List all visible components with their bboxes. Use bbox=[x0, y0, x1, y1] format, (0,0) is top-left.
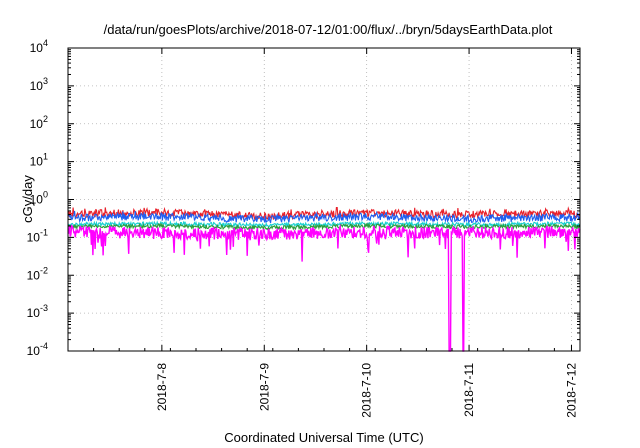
series-line bbox=[67, 206, 581, 221]
y-tick-label: 104 bbox=[30, 38, 48, 55]
y-tick-label: 10-1 bbox=[27, 227, 48, 244]
data-series bbox=[67, 206, 581, 352]
grid-lines bbox=[68, 48, 580, 351]
x-tick-label: 2018-7-11 bbox=[462, 363, 476, 417]
y-tick-label: 103 bbox=[30, 76, 48, 93]
x-tick-label: 2018-7-12 bbox=[564, 363, 578, 418]
x-tick-label: 2018-7-8 bbox=[155, 363, 169, 411]
y-tick-label: 10-3 bbox=[27, 303, 48, 320]
axis-ticks bbox=[67, 47, 581, 352]
y-tick-label: 10-2 bbox=[27, 265, 48, 282]
x-tick-label: 2018-7-9 bbox=[257, 363, 271, 411]
y-tick-labels: 10-4 10-3 10-2 10-1 100 101 102 103 104 bbox=[27, 38, 48, 358]
chart-title: /data/run/goesPlots/archive/2018-07-12/0… bbox=[104, 22, 553, 37]
series-line bbox=[67, 210, 581, 225]
y-tick-label: 102 bbox=[30, 114, 48, 131]
series-line bbox=[67, 222, 581, 231]
x-tick-labels: 2018-7-8 2018-7-9 2018-7-10 2018-7-11 2018-7… bbox=[155, 363, 579, 418]
y-tick-label: 101 bbox=[30, 152, 48, 169]
x-axis-label: Coordinated Universal Time (UTC) bbox=[224, 430, 423, 445]
y-axis-label: cGy/day bbox=[20, 175, 35, 223]
y-tick-label: 100 bbox=[30, 190, 48, 207]
y-tick-label: 10-4 bbox=[27, 341, 48, 358]
x-tick-label: 2018-7-10 bbox=[360, 363, 374, 418]
series-line bbox=[67, 223, 581, 352]
